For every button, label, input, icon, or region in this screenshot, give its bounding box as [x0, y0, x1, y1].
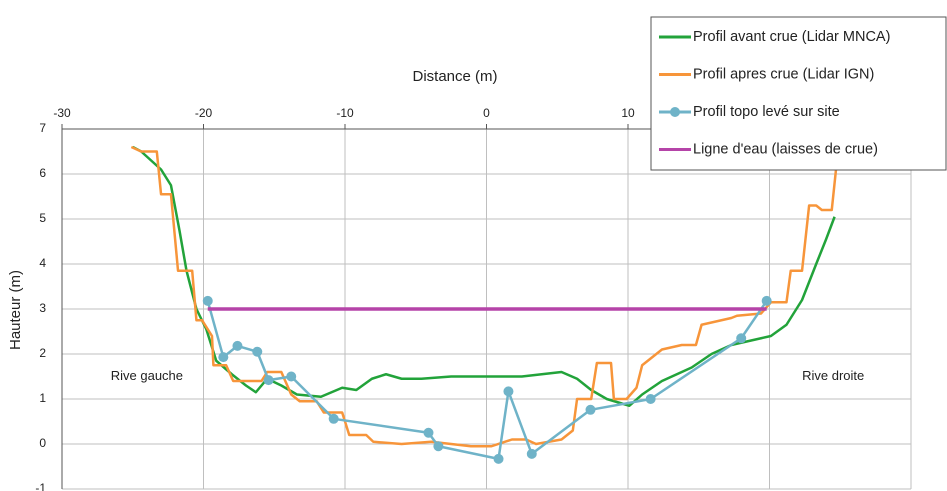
point	[252, 346, 263, 357]
y-tick-label: 1	[39, 391, 46, 405]
y-axis-title: Hauteur (m)	[7, 270, 24, 350]
y-tick-label: 6	[39, 166, 46, 180]
point	[503, 386, 514, 397]
annotation: Rive gauche	[111, 368, 183, 383]
legend: Profil avant crue (Lidar MNCA) Profil apr…	[650, 16, 947, 171]
legend-label: Profil apres crue (Lidar IGN)	[693, 66, 874, 82]
point	[433, 441, 444, 452]
x-tick-label: -10	[336, 106, 354, 120]
x-tick-label: 10	[621, 106, 635, 120]
legend-label: Ligne d'eau (laisses de crue)	[693, 141, 878, 157]
x-axis-title: Distance (m)	[412, 68, 497, 85]
point	[232, 340, 243, 351]
point	[423, 427, 434, 438]
point	[761, 295, 772, 306]
y-tick-label: 7	[39, 121, 46, 135]
legend-marker	[670, 107, 680, 117]
y-tick-label: 5	[39, 211, 46, 225]
x-tick-label: 0	[483, 106, 490, 120]
series-line	[130, 145, 838, 448]
x-tick-label: -20	[195, 106, 213, 120]
point	[202, 295, 213, 306]
point	[263, 375, 274, 386]
point	[286, 371, 297, 382]
point	[493, 453, 504, 464]
y-tick-label: 4	[39, 256, 46, 270]
point	[526, 448, 537, 459]
y-tick-label: 0	[39, 436, 46, 450]
series-line	[132, 145, 836, 407]
y-tick-label: 2	[39, 346, 46, 360]
point	[585, 404, 596, 415]
point	[218, 352, 229, 363]
legend-label: Profil topo levé sur site	[693, 104, 840, 120]
y-tick-label: -1	[35, 481, 46, 491]
legend-box	[650, 16, 947, 171]
x-tick-label: -30	[53, 106, 71, 120]
point	[736, 333, 747, 344]
y-tick-label: 3	[39, 301, 46, 315]
series-line	[206, 300, 768, 461]
point	[328, 413, 339, 424]
point	[645, 394, 656, 404]
legend-label: Profil avant crue (Lidar MNCA)	[693, 29, 890, 45]
annotation: Rive droite	[802, 368, 864, 383]
